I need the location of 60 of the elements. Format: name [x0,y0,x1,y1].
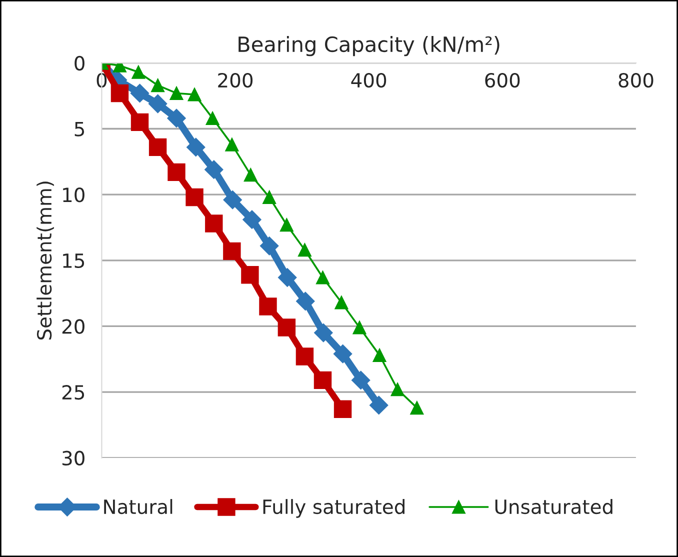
point [244,168,258,182]
point [296,348,314,366]
y-tick-label: 0 [74,56,84,71]
y-tick-label: 10 [63,188,84,202]
point [352,320,366,334]
point [314,323,333,342]
point [206,111,220,125]
x-tick-label: 200 [218,72,253,88]
point [186,188,204,206]
point [132,65,146,79]
y-tick-label: 15 [63,254,84,268]
y-tick-label: 30 [62,450,84,466]
point [170,86,184,100]
point [280,218,294,232]
x-tick-label: 800 [618,72,654,88]
point [186,138,206,157]
x-tick-label: 400 [351,72,386,88]
y-tick-label: 5 [74,122,84,136]
point [167,108,186,128]
point [130,113,149,132]
point [262,190,276,204]
y-tick-label: 25 [62,384,84,400]
point [130,84,150,103]
point [151,78,165,92]
point [410,401,424,415]
y-axis-title: Settlement(mm) [36,182,54,340]
point [334,400,352,418]
point [204,160,224,179]
x-tick-label: 0 [96,72,107,88]
point [333,344,352,364]
x-tick-label: 600 [485,72,520,88]
point [148,94,168,114]
point [278,318,296,336]
legend-label: Fully saturated [263,499,404,518]
point [259,298,277,316]
point [225,138,239,152]
point [314,371,332,390]
point [188,88,202,102]
point [242,210,262,229]
point [205,214,223,232]
x-axis-title: Bearing Capacity (kN/m²) [238,36,500,56]
point [390,382,404,396]
point [278,268,297,287]
point [260,236,279,256]
point [369,396,388,415]
point [241,266,259,284]
point [110,84,129,102]
point [223,190,242,210]
point [372,348,386,362]
legend-label: Unsaturated [495,499,612,514]
point [316,270,330,284]
legend-label: Natural [104,499,172,514]
point [168,163,186,182]
point [334,296,348,310]
point [298,243,312,257]
y-tick-label: 20 [62,319,84,334]
point [148,138,167,156]
point [296,292,315,311]
point [223,242,241,260]
point [351,370,370,390]
